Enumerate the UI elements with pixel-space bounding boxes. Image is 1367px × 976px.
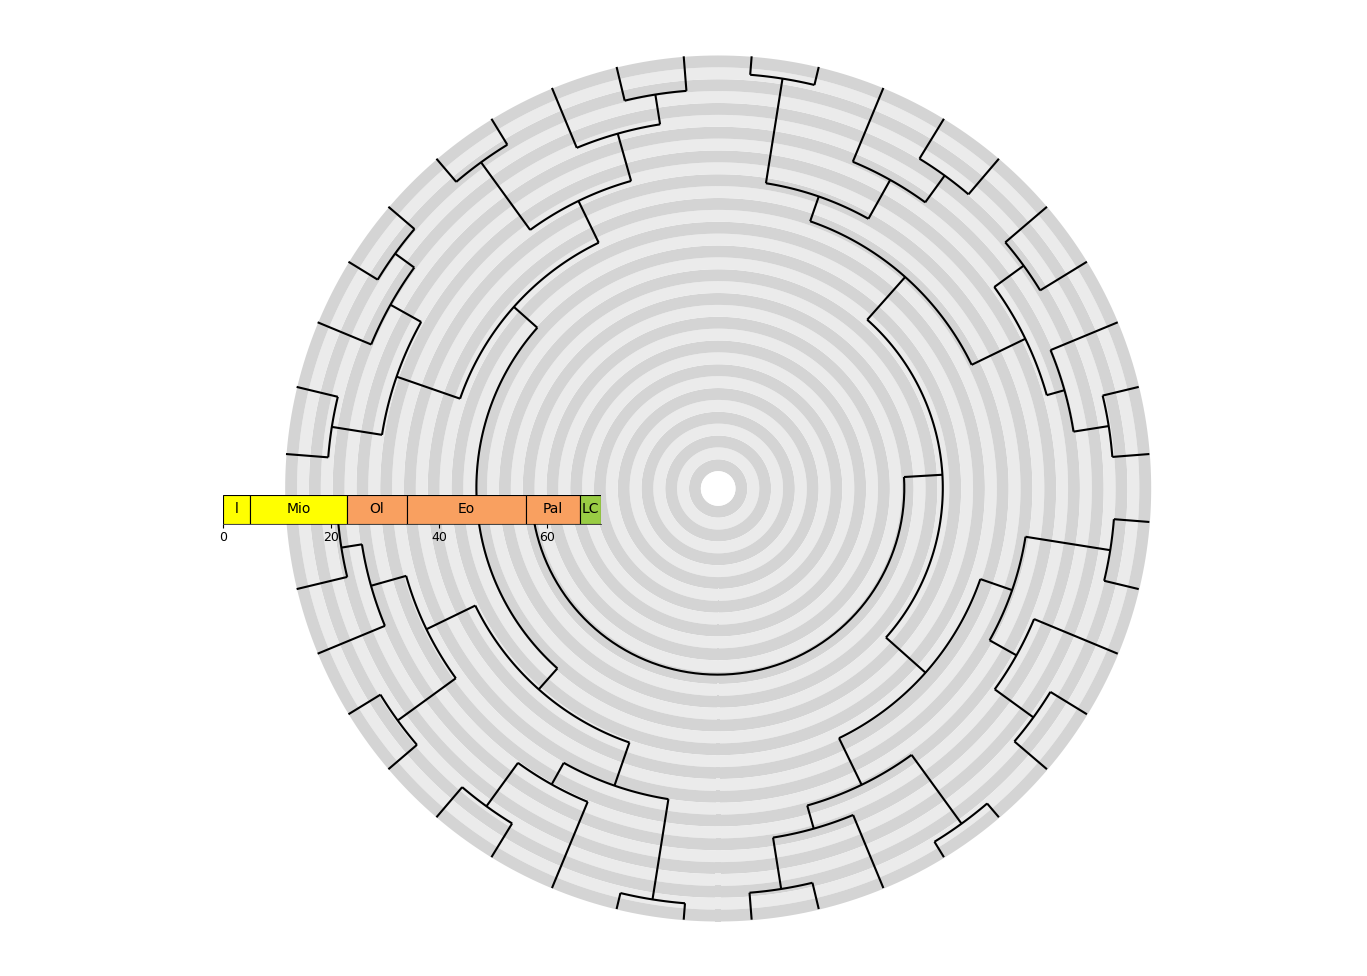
Bar: [223, 495, 250, 524]
Text: LC: LC: [582, 503, 599, 516]
Bar: [526, 495, 580, 524]
Bar: [347, 495, 407, 524]
Text: Ol: Ol: [369, 503, 384, 516]
Text: Pal: Pal: [543, 503, 563, 516]
Bar: [407, 495, 526, 524]
Text: l: l: [234, 503, 238, 516]
Text: Mio: Mio: [286, 503, 310, 516]
Bar: [580, 495, 601, 524]
Bar: [250, 495, 347, 524]
Text: Eo: Eo: [458, 503, 474, 516]
